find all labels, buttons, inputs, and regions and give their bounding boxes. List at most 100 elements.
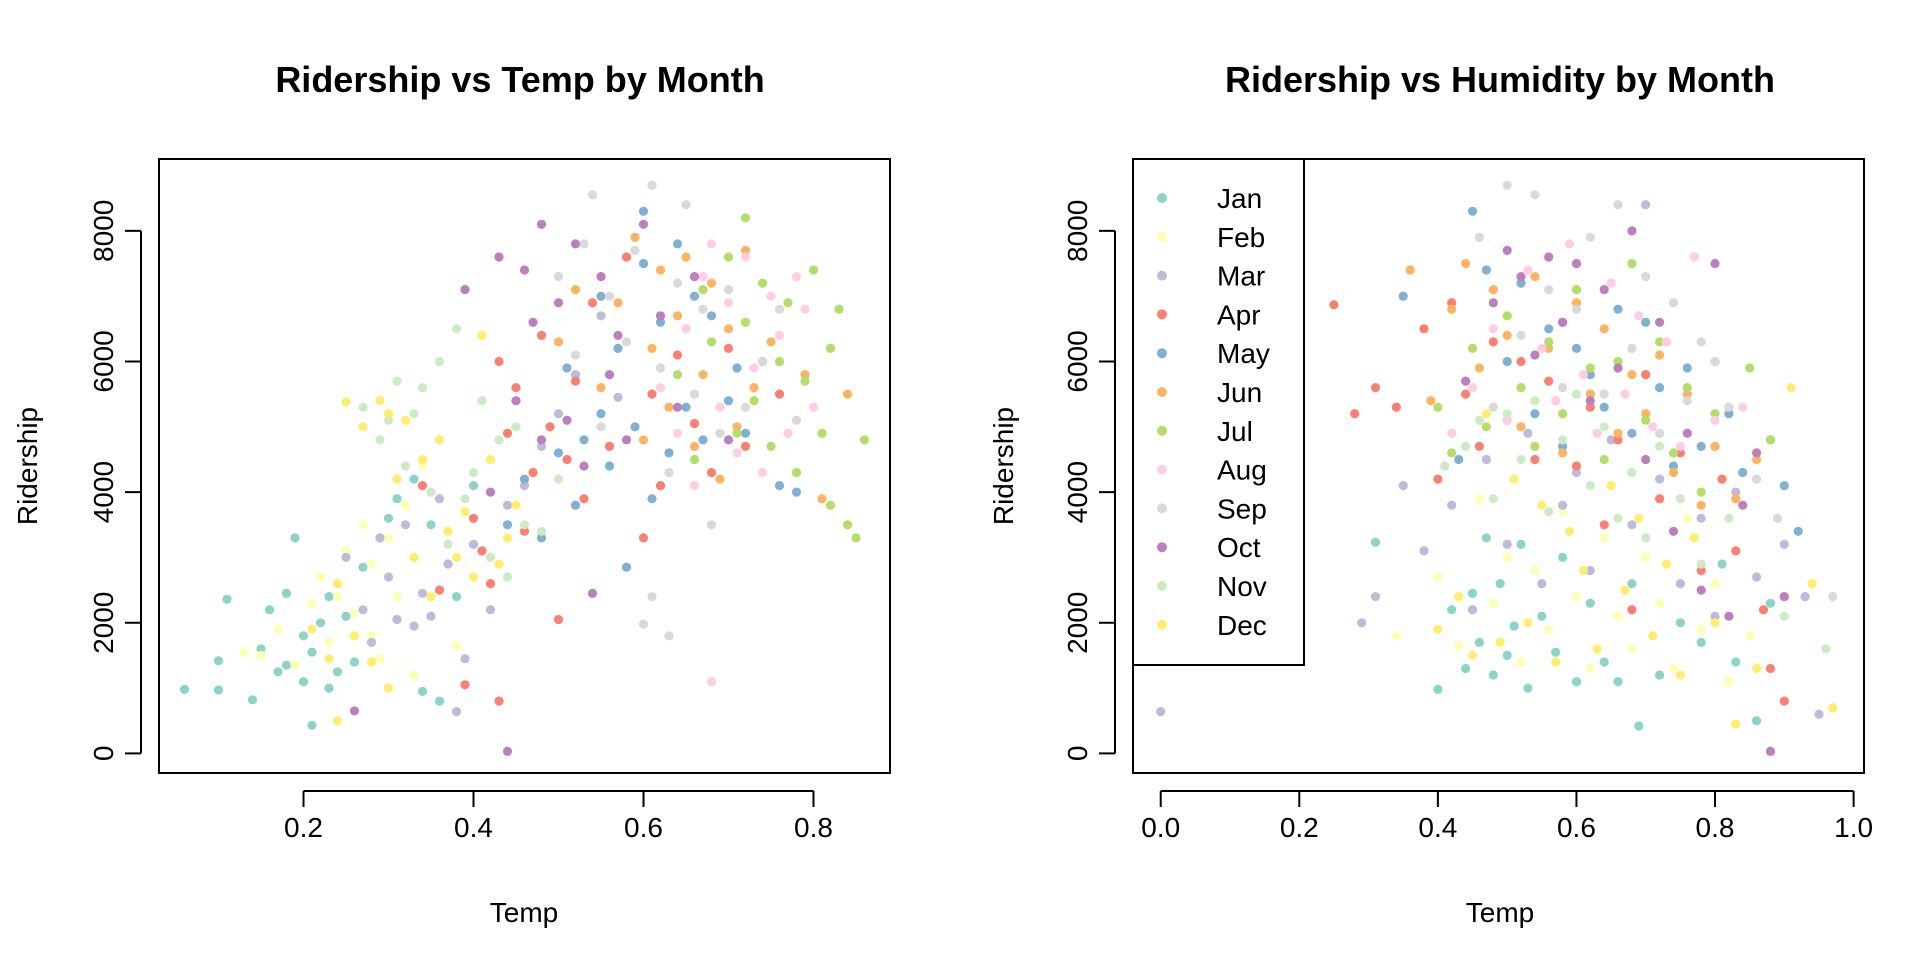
legend-swatch-dec xyxy=(1157,619,1167,630)
legend-label-jul: Jul xyxy=(1217,416,1253,447)
point-mar-21 xyxy=(596,311,606,321)
point-jan-30 xyxy=(468,481,479,491)
point-mar-17 xyxy=(519,481,530,491)
point-jun-1 xyxy=(570,285,581,295)
point-nov-17 xyxy=(1696,559,1706,569)
point-may-17 xyxy=(664,448,674,458)
point-feb-20 xyxy=(1710,579,1720,589)
point-oct-2 xyxy=(485,487,496,497)
point-jul-11 xyxy=(766,441,776,451)
legend-swatch-jan xyxy=(1157,193,1167,203)
y-tick-label: 6000 xyxy=(88,330,119,392)
point-jan-18 xyxy=(332,667,343,677)
point-dec-13 xyxy=(1620,585,1630,595)
point-aug-18 xyxy=(1738,402,1748,412)
point-feb-12 xyxy=(366,559,377,569)
point-jun-14 xyxy=(1613,428,1623,438)
point-sep-4 xyxy=(1530,190,1540,200)
point-mar-11 xyxy=(443,559,453,569)
point-aug-10 xyxy=(1606,278,1616,288)
point-sep-18 xyxy=(706,520,717,530)
point-nov-1 xyxy=(375,435,385,445)
point-nov-2 xyxy=(383,415,394,425)
point-sep-12 xyxy=(664,467,674,478)
point-sep-2 xyxy=(579,239,589,249)
point-jul-12 xyxy=(774,356,785,367)
point-jan-26 xyxy=(417,686,428,697)
point-jun-19 xyxy=(766,337,776,347)
point-sep-17 xyxy=(1710,356,1720,367)
point-dec-19 xyxy=(460,507,470,517)
point-nov-4 xyxy=(400,461,411,471)
point-apr-1 xyxy=(1350,409,1360,419)
point-dec-18 xyxy=(1689,533,1699,543)
point-nov-12 xyxy=(468,467,479,478)
point-sep-14 xyxy=(672,278,683,288)
point-aug-13 xyxy=(766,291,776,301)
point-oct-7 xyxy=(1571,258,1582,269)
legend-items: Jan Feb Mar Apr May Jun Jul Aug Sep Oct Nov Dec xyxy=(1157,183,1270,641)
point-dec-22 xyxy=(1786,383,1796,393)
point-apr-6 xyxy=(494,356,504,367)
point-jan-19 xyxy=(1613,677,1623,687)
x-tick-label: 0.6 xyxy=(624,812,663,843)
point-jun-2 xyxy=(1447,304,1457,314)
point-dec-15 xyxy=(1648,631,1658,641)
point-aug-1 xyxy=(1467,383,1478,393)
point-jun-19 xyxy=(1682,389,1692,399)
point-apr-16 xyxy=(570,376,581,386)
point-aug-12 xyxy=(757,467,768,478)
point-aug-6 xyxy=(1551,396,1561,406)
point-jun-13 xyxy=(1599,324,1609,334)
point-oct-13 xyxy=(579,461,589,471)
point-may-13 xyxy=(1627,428,1637,438)
point-apr-24 xyxy=(1717,474,1727,484)
point-jan-13 xyxy=(307,720,317,730)
point-jun-18 xyxy=(1668,467,1679,478)
point-jan-12 xyxy=(298,631,309,641)
point-apr-18 xyxy=(1613,435,1623,445)
point-aug-16 xyxy=(791,272,802,282)
point-oct-15 xyxy=(1682,428,1692,438)
point-apr-25 xyxy=(1731,546,1741,556)
x-tick-label: 0.8 xyxy=(794,812,833,843)
point-apr-23 xyxy=(1696,565,1706,576)
x-axis: 0.0 0.2 0.4 0.6 0.8 1.0 xyxy=(1141,790,1873,843)
point-mar-6 xyxy=(1467,605,1478,615)
point-may-19 xyxy=(681,402,691,412)
point-jan-12 xyxy=(1523,683,1533,693)
point-may-23 xyxy=(723,396,734,406)
point-jan-6 xyxy=(264,605,275,615)
point-sep-8 xyxy=(638,619,649,629)
point-may-1 xyxy=(1454,454,1464,465)
point-may-12 xyxy=(630,422,640,432)
point-dec-6 xyxy=(1523,618,1533,628)
chart-title: Ridership vs Temp by Month xyxy=(275,59,764,100)
point-apr-13 xyxy=(1544,376,1554,386)
point-may-4 xyxy=(562,363,572,373)
point-dec-6 xyxy=(358,422,368,432)
point-feb-7 xyxy=(332,592,343,602)
point-aug-3 xyxy=(1502,415,1512,425)
y-axis-label: Ridership xyxy=(12,407,43,525)
point-mar-11 xyxy=(1558,500,1568,510)
points-layer xyxy=(1156,180,1838,757)
point-mar-1 xyxy=(358,605,368,615)
point-apr-3 xyxy=(1391,402,1401,412)
point-mar-16 xyxy=(1641,200,1651,210)
point-dec-17 xyxy=(1675,670,1685,680)
y-tick-label: 4000 xyxy=(88,461,119,523)
point-nov-6 xyxy=(417,383,428,393)
point-dec-3 xyxy=(1481,409,1491,419)
point-feb-18 xyxy=(417,461,428,471)
point-may-6 xyxy=(1530,409,1540,419)
point-feb-15 xyxy=(392,592,402,602)
point-feb-21 xyxy=(1724,677,1734,687)
point-sep-24 xyxy=(791,415,802,425)
point-jan-16 xyxy=(1571,677,1582,687)
point-oct-14 xyxy=(1668,526,1679,536)
point-aug-2 xyxy=(681,324,691,334)
point-feb-22 xyxy=(1745,631,1755,641)
plot-box xyxy=(1132,158,1865,774)
point-jul-15 xyxy=(1655,337,1665,347)
